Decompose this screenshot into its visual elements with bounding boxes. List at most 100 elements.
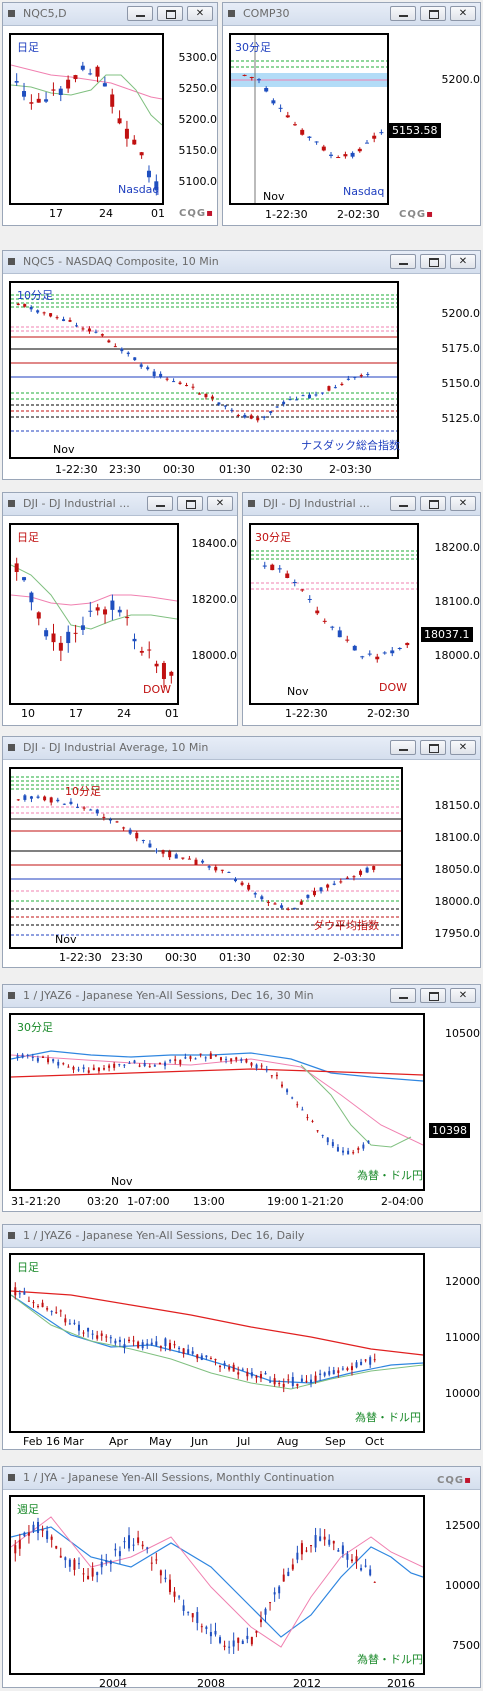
close-button[interactable]: ✕: [450, 740, 476, 755]
close-button[interactable]: ✕: [450, 254, 476, 269]
candle-body: [191, 386, 195, 388]
price-plot-area[interactable]: 日足 為替・ドル円: [9, 1253, 425, 1433]
candle-body: [319, 1373, 322, 1375]
chart-window-dji-daily[interactable]: DJI - DJ Industrial ... ✕ 日足 DOW 18400.0…: [2, 492, 238, 726]
close-button[interactable]: ✕: [207, 496, 233, 511]
candle-body: [241, 1369, 244, 1371]
window-titlebar[interactable]: DJI - DJ Industrial Average, 10 Min ✕: [3, 737, 480, 760]
candle-body: [164, 1338, 167, 1347]
candle-body: [150, 1562, 153, 1564]
candle-body: [124, 128, 129, 139]
candle-body: [217, 402, 221, 405]
candle-body: [50, 1311, 53, 1313]
price-plot-area[interactable]: 週足 為替・ドル円: [9, 1495, 425, 1675]
minimize-button[interactable]: [127, 6, 153, 21]
chart-window-jyaz6-30min[interactable]: 1 / JYAZ6 - Japanese Yen-All Sessions, D…: [2, 984, 481, 1212]
candle-body: [372, 135, 377, 139]
y-tick-label: 11000: [445, 1331, 480, 1344]
candle-body: [345, 639, 350, 641]
candle-body: [282, 1574, 285, 1582]
candle-body: [66, 631, 71, 644]
y-tick-label: 18100.0: [434, 831, 481, 844]
candle-body: [237, 1637, 240, 1643]
minimize-button[interactable]: [390, 6, 416, 21]
close-button[interactable]: ✕: [450, 988, 476, 1003]
maximize-button[interactable]: [157, 6, 183, 21]
candle-body: [87, 1070, 90, 1073]
candle-body: [337, 1550, 340, 1552]
candle-body: [310, 1379, 313, 1383]
chart-window-jyaz6-daily[interactable]: 1 / JYAZ6 - Japanese Yen-All Sessions, D…: [2, 1224, 481, 1450]
price-plot-area[interactable]: 日足 Nasdaq: [9, 33, 164, 205]
close-button[interactable]: ✕: [450, 6, 476, 21]
timeframe-label: 日足: [17, 1261, 39, 1274]
candle-body: [123, 1064, 126, 1066]
candle-body: [345, 877, 349, 879]
candle-body: [22, 91, 27, 97]
candle-body: [88, 610, 93, 612]
candle-body: [293, 124, 297, 126]
candle-body: [164, 1577, 167, 1580]
minimize-button[interactable]: [147, 496, 173, 511]
candle-body: [240, 1059, 243, 1061]
price-plot-area[interactable]: 10分足 Nov ナスダック総合指数: [9, 281, 400, 459]
minimize-button[interactable]: [390, 496, 416, 511]
window-titlebar[interactable]: DJI - DJ Industrial ... ✕: [243, 493, 480, 516]
y-tick-label: 5250.0: [178, 82, 218, 95]
candle-body: [346, 1553, 349, 1560]
x-tick-label: 23:30: [111, 951, 143, 964]
candle-body: [237, 1372, 240, 1375]
candle-body: [314, 1375, 317, 1382]
candle-body: [209, 1632, 212, 1637]
price-plot-area[interactable]: 30分足 Nov 為替・ドル円: [9, 1013, 425, 1191]
candle-body: [296, 1552, 299, 1560]
window-titlebar[interactable]: COMP30 ✕: [223, 3, 480, 26]
maximize-button[interactable]: [420, 6, 446, 21]
last-price-tag: 18037.1: [421, 627, 473, 642]
candle-body: [364, 1565, 367, 1567]
chart-window-comp30[interactable]: COMP30 ✕ 30分足 Nov Nasdaq 5200.0 5153.58 …: [222, 2, 481, 226]
maximize-button[interactable]: [420, 496, 446, 511]
maximize-button[interactable]: [420, 740, 446, 755]
window-title: 1 / JYAZ6 - Japanese Yen-All Sessions, D…: [23, 1229, 305, 1242]
maximize-button[interactable]: [177, 496, 203, 511]
candle-body: [59, 1555, 62, 1558]
window-titlebar[interactable]: NQC5,D ✕: [3, 3, 217, 26]
window-titlebar[interactable]: 1 / JYA - Japanese Yen-All Sessions, Mon…: [3, 1467, 480, 1490]
chart-window-dji-30min[interactable]: DJI - DJ Industrial ... ✕ 30分足 Nov DOW 1…: [242, 492, 481, 726]
candle-body: [153, 1065, 156, 1067]
price-plot-area[interactable]: 30分足 Nov DOW: [249, 523, 419, 705]
window-titlebar[interactable]: 1 / JYAZ6 - Japanese Yen-All Sessions, D…: [3, 985, 480, 1008]
price-plot-area[interactable]: 日足 DOW: [9, 523, 179, 705]
candle-body: [96, 1572, 99, 1576]
price-plot-area[interactable]: 30分足 Nov Nasdaq: [229, 33, 389, 205]
close-button[interactable]: ✕: [187, 6, 213, 21]
month-marker: Nov: [287, 685, 309, 698]
chart-window-jya-monthly[interactable]: 1 / JYA - Japanese Yen-All Sessions, Mon…: [2, 1466, 481, 1688]
chart-window-dji-10min[interactable]: DJI - DJ Industrial Average, 10 Min ✕ 10…: [2, 736, 481, 968]
candle-body: [187, 1611, 190, 1613]
maximize-button[interactable]: [420, 988, 446, 1003]
candle-body: [82, 807, 86, 809]
window-titlebar[interactable]: 1 / JYAZ6 - Japanese Yen-All Sessions, D…: [3, 1225, 480, 1248]
maximize-button[interactable]: [420, 254, 446, 269]
candle-body: [310, 1545, 313, 1547]
window-titlebar[interactable]: NQC5 - NASDAQ Composite, 10 Min ✕: [3, 251, 480, 274]
chart-window-nqc5-10min[interactable]: NQC5 - NASDAQ Composite, 10 Min ✕ 10分足 N…: [2, 250, 481, 480]
close-button[interactable]: ✕: [450, 496, 476, 511]
candle-body: [133, 357, 137, 361]
candle-body: [18, 1293, 21, 1295]
window-title: DJI - DJ Industrial Average, 10 Min: [23, 741, 209, 754]
candle-body: [147, 649, 152, 651]
candle-body: [50, 1536, 53, 1540]
candle-body: [118, 1064, 121, 1066]
x-tick-label: 31-21:20: [11, 1195, 61, 1208]
minimize-button[interactable]: [390, 254, 416, 269]
minimize-button[interactable]: [390, 988, 416, 1003]
candle-body: [36, 1058, 39, 1062]
window-titlebar[interactable]: DJI - DJ Industrial ... ✕: [3, 493, 237, 516]
x-tick-label: 2016: [387, 1677, 415, 1688]
chart-window-nqc5-daily[interactable]: NQC5,D ✕ 日足 Nasdaq 5300.0 5250.0 5200.0 …: [2, 2, 218, 226]
price-plot-area[interactable]: 10分足 Nov ダウ平均指数: [9, 767, 403, 949]
minimize-button[interactable]: [390, 740, 416, 755]
